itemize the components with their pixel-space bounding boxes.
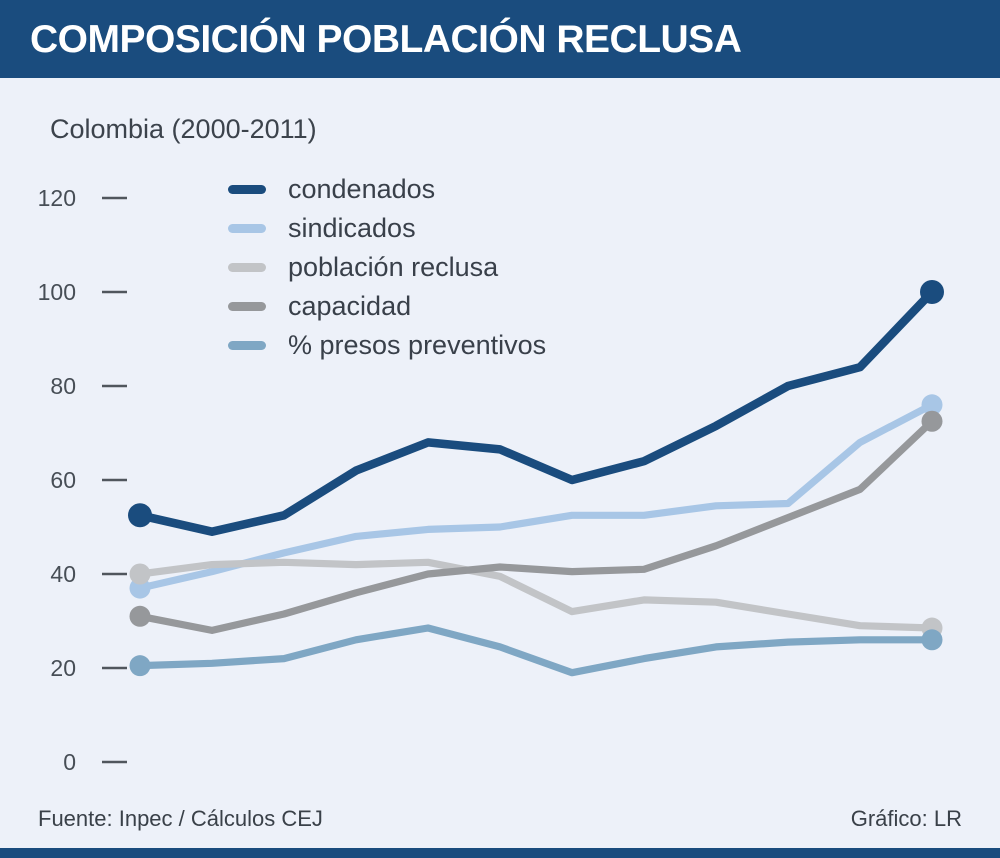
legend-label: condenados (288, 174, 436, 204)
credit-note: Gráfico: LR (850, 806, 962, 831)
legend-swatch (228, 224, 266, 233)
y-axis-label: 60 (50, 467, 76, 493)
y-axis-label: 120 (37, 185, 76, 211)
legend-item-poblacion-reclusa: población reclusa (228, 248, 546, 287)
legend-item-sindicados: sindicados (228, 209, 546, 248)
legend-label: % presos preventivos (288, 330, 547, 360)
legend-swatch (228, 341, 266, 350)
header-bar: COMPOSICIÓN POBLACIÓN RECLUSA (0, 0, 1000, 78)
legend-item-capacidad: capacidad (228, 287, 546, 326)
y-axis-label: 80 (50, 373, 76, 399)
y-axis-label: 20 (50, 655, 76, 681)
legend-swatch (228, 185, 266, 194)
legend-item-presos-preventivos: % presos preventivos (228, 326, 546, 365)
legend-swatch (228, 302, 266, 311)
source-note: Fuente: Inpec / Cálculos CEJ (38, 806, 323, 831)
y-axis-label: 100 (37, 279, 76, 305)
legend-label: población reclusa (288, 252, 499, 282)
legend-label: sindicados (288, 213, 416, 243)
page-title: COMPOSICIÓN POBLACIÓN RECLUSA (30, 18, 742, 61)
legend-label: capacidad (288, 291, 412, 321)
y-axis-label: 40 (50, 561, 76, 587)
legend-item-condenados: condenados (228, 170, 546, 209)
legend-swatch (228, 263, 266, 272)
y-axis-label: 0 (63, 749, 76, 775)
chart-subtitle: Colombia (2000-2011) (50, 114, 317, 144)
bottom-bar (0, 848, 1000, 858)
chart-legend: condenados sindicados población reclusa … (228, 170, 546, 365)
